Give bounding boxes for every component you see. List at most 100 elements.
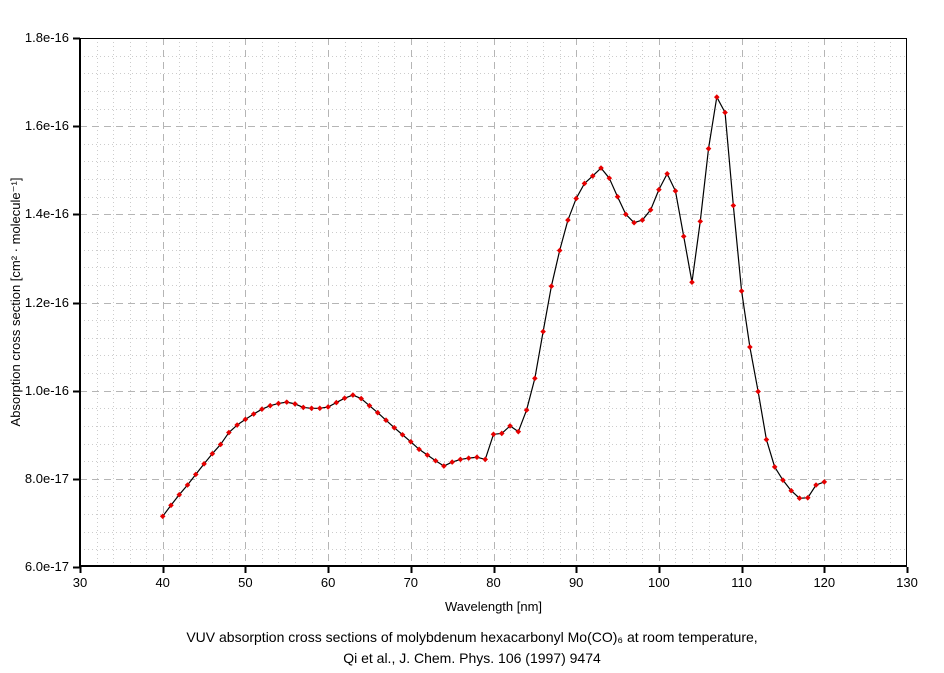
data-point-marker <box>581 180 588 187</box>
data-point-marker <box>374 409 381 416</box>
caption-line-1: VUV absorption cross sections of molybde… <box>186 629 758 645</box>
y-tick-label: 1.0e-16 <box>24 382 69 398</box>
data-point-marker <box>804 494 811 501</box>
x-tick-label: 70 <box>403 575 419 590</box>
y-tick-label: 1.4e-16 <box>24 206 69 222</box>
data-point-marker <box>689 279 695 286</box>
data-point-marker <box>267 402 274 409</box>
data-point-marker <box>184 482 191 488</box>
data-points <box>159 94 828 520</box>
data-point-marker <box>201 461 207 467</box>
data-point-marker <box>755 388 761 395</box>
data-point-marker <box>656 186 662 193</box>
data-point-marker <box>589 173 596 179</box>
x-tick-label: 90 <box>568 575 584 590</box>
data-point-marker <box>631 219 637 226</box>
y-tick-label: 8.0e-17 <box>24 470 69 486</box>
data-point-marker <box>747 344 753 350</box>
data-point-marker <box>606 175 613 181</box>
grid-minor <box>80 38 907 567</box>
data-point-marker <box>209 450 216 457</box>
data-point-marker <box>647 207 654 213</box>
data-point-marker <box>713 94 720 100</box>
x-tick-label: 50 <box>238 575 253 590</box>
data-point-marker <box>515 428 522 435</box>
data-point-marker <box>159 513 166 520</box>
y-tick-label: 6.0e-17 <box>24 559 69 574</box>
data-point-marker <box>441 463 447 469</box>
data-point-marker <box>242 416 249 423</box>
data-point-marker <box>474 454 480 461</box>
data-point-marker <box>300 404 307 411</box>
x-tick-label: 120 <box>813 575 836 590</box>
x-axis-title: Wavelength [nm] <box>444 599 543 614</box>
plot-frame <box>79 38 907 567</box>
grid-major <box>80 38 907 567</box>
data-point-marker <box>217 441 224 448</box>
data-point-marker <box>490 431 497 438</box>
data-point-marker <box>722 109 728 116</box>
data-point-marker <box>333 399 340 406</box>
y-tick-label: 1.8e-16 <box>24 30 69 45</box>
caption-line-2: Qi et al., J. Chem. Phys. 106 (1997) 947… <box>343 650 601 666</box>
data-point-marker <box>771 464 778 470</box>
data-point-marker <box>457 456 464 463</box>
data-point-marker <box>432 457 439 464</box>
data-point-marker <box>449 459 455 465</box>
data-point-marker <box>408 439 414 445</box>
x-tick-label: 130 <box>896 575 918 590</box>
data-point-marker <box>532 375 538 382</box>
data-point-marker <box>540 328 546 335</box>
data-point-marker <box>350 392 356 398</box>
data-point-marker <box>780 477 786 483</box>
data-point-marker <box>308 405 315 412</box>
data-point-marker <box>788 487 795 494</box>
data-point-marker <box>664 170 670 177</box>
data-point-marker <box>556 247 563 254</box>
data-point-marker <box>317 405 323 412</box>
data-point-marker <box>250 411 257 417</box>
data-point-marker <box>498 430 505 437</box>
data-point-marker <box>465 455 472 461</box>
data-point-marker <box>192 471 199 478</box>
data-point-marker <box>275 400 282 407</box>
data-point-marker <box>259 406 265 412</box>
data-point-marker <box>366 402 373 409</box>
data-point-marker <box>697 218 704 225</box>
x-tick-label: 40 <box>155 575 170 590</box>
data-point-marker <box>325 404 331 410</box>
x-tick-label: 110 <box>731 575 752 590</box>
data-point-marker <box>424 452 431 458</box>
data-point-marker <box>796 495 803 502</box>
data-point-marker <box>383 417 389 424</box>
data-point-marker <box>598 165 604 171</box>
data-point-marker <box>482 456 489 463</box>
data-point-marker <box>292 401 298 407</box>
data-point-marker <box>763 436 770 443</box>
y-axis-title: Absorption cross section [cm² · molecule… <box>8 177 23 427</box>
y-tick-label: 1.2e-16 <box>24 294 69 310</box>
data-point-marker <box>391 424 398 431</box>
axis-ticks <box>73 37 909 573</box>
data-point-marker <box>399 431 406 438</box>
x-tick-label: 100 <box>648 575 670 590</box>
data-point-marker <box>738 288 745 294</box>
data-point-marker <box>614 193 621 200</box>
data-point-marker <box>573 195 579 202</box>
data-point-marker <box>813 482 819 488</box>
x-tick-label: 30 <box>72 575 88 590</box>
data-point-marker <box>341 395 348 401</box>
x-tick-label: 60 <box>320 575 336 590</box>
data-point-marker <box>416 446 422 453</box>
data-point-marker <box>730 202 737 209</box>
data-point-marker <box>680 233 687 240</box>
data-point-marker <box>672 188 679 194</box>
data-point-marker <box>523 407 530 413</box>
data-point-marker <box>226 429 232 436</box>
data-point-marker <box>548 283 555 289</box>
data-point-marker <box>283 399 290 405</box>
data-point-marker <box>168 502 174 509</box>
y-tick-label: 1.6e-16 <box>24 118 69 134</box>
